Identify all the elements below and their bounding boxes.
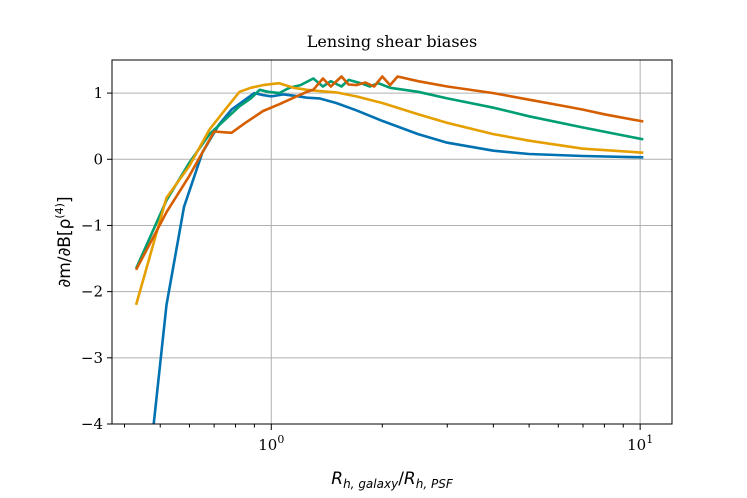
tick-labels: −4 −3 −2 −1 0 1 100 101 [81,84,653,454]
chart-title: Lensing shear biases [307,32,477,51]
y-tick-label: 0 [93,150,103,168]
y-tick-label: −1 [81,216,103,234]
series-line-4 [134,75,644,271]
y-tick-label: −4 [81,415,103,433]
x-tick-label: 100 [258,433,284,454]
series-line-3 [134,81,644,306]
y-tick-label: −2 [81,283,103,301]
x-axis-label: Rh, galaxy/Rh, PSF [331,469,454,491]
ticks [107,92,641,430]
y-tick-label: 1 [93,84,103,102]
y-tick-label: −3 [81,349,103,367]
plot-frame [111,59,673,425]
series-line-2 [134,77,644,270]
grid [112,60,672,425]
y-axis-label: ∂m/∂B[ρ(4)] [53,196,75,287]
x-tick-label: 101 [627,433,653,454]
series-line-1 [152,91,644,424]
series-group [134,75,644,424]
